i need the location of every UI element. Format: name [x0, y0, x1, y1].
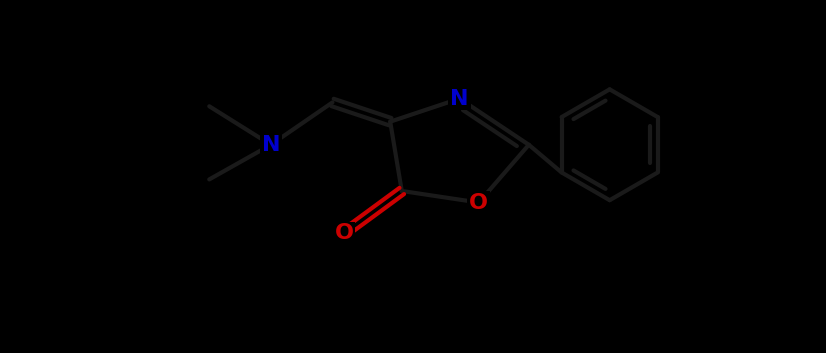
Text: N: N [450, 89, 469, 109]
Text: N: N [262, 135, 280, 155]
Text: O: O [335, 223, 354, 243]
Text: O: O [469, 192, 488, 213]
